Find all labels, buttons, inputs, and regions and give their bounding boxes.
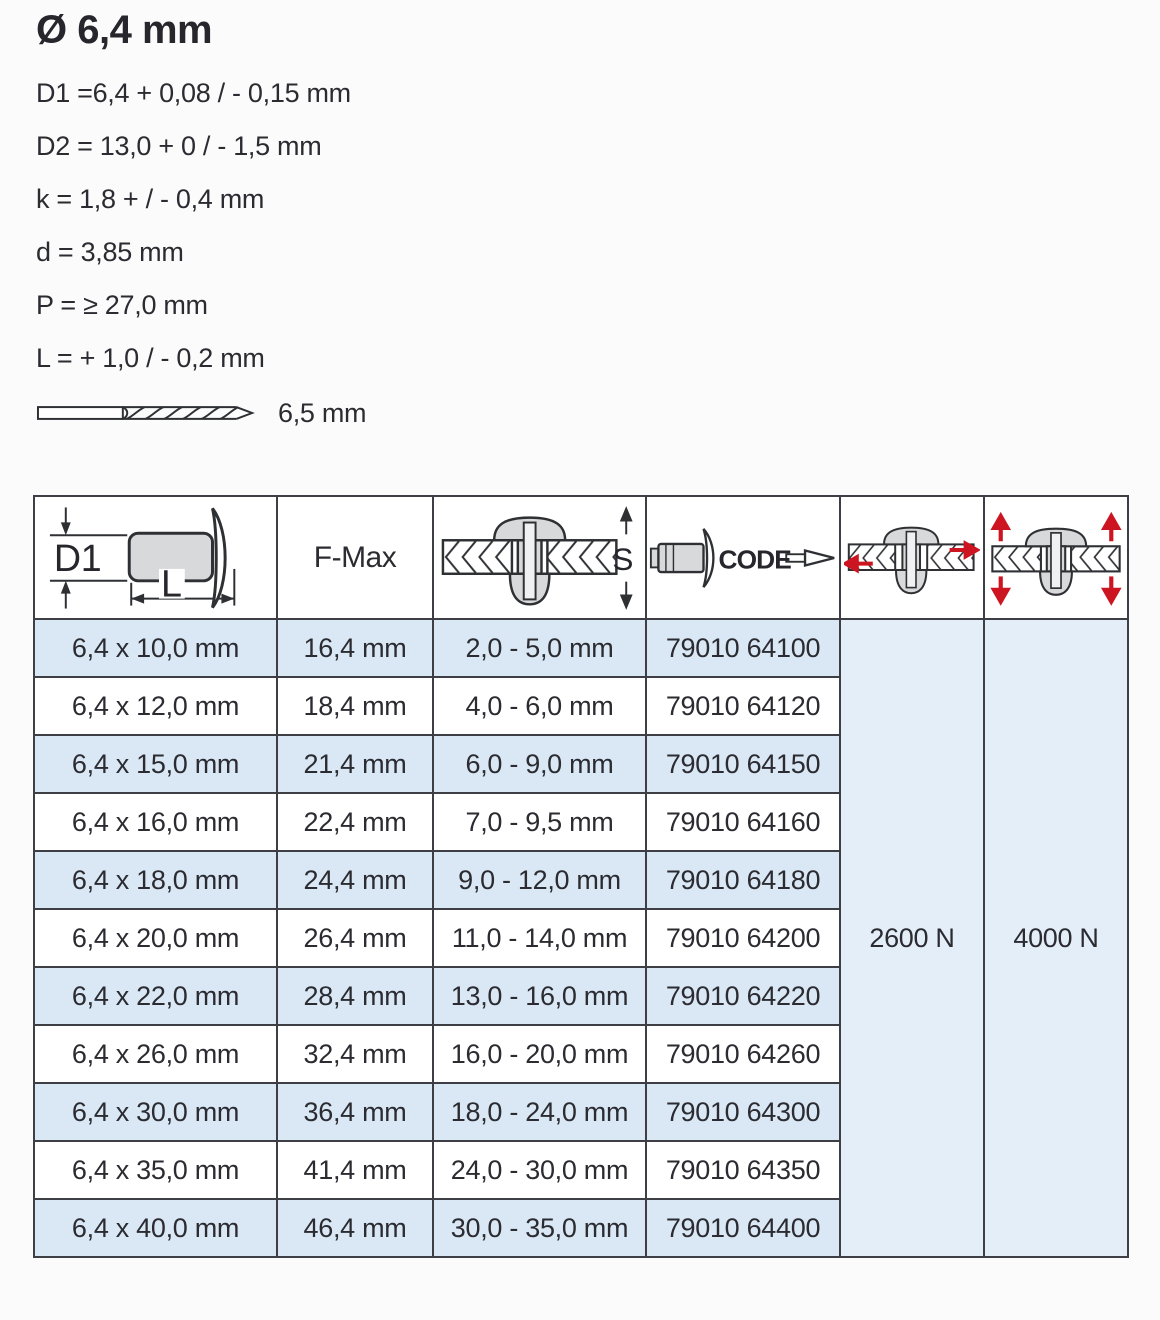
tensile-value-cell: 4000 N — [983, 618, 1129, 1258]
grip-range-icon: S — [436, 502, 643, 614]
dim-d1-label: D1 — [53, 536, 101, 578]
dimension-cell: 6,4 x 40,0 mm — [33, 1198, 278, 1258]
table-row: 6,4 x 10,0 mm 16,4 mm 2,0 - 5,0 mm 79010… — [33, 618, 1129, 1258]
tensile-strength-icon — [987, 502, 1125, 614]
page-title: Ø 6,4 mm — [36, 8, 213, 52]
dimension-cell: 6,4 x 26,0 mm — [33, 1024, 278, 1084]
code-cell: 79010 64120 — [645, 676, 841, 736]
code-cell: 79010 64100 — [645, 618, 841, 678]
drill-size-label: 6,5 mm — [278, 397, 367, 428]
rivet-dimensions-icon: D1 L — [37, 503, 274, 613]
grip-s-label: S — [612, 540, 633, 576]
spec-line-l: L = + 1,0 / - 0,2 mm — [36, 343, 265, 373]
fmax-cell: 41,4 mm — [276, 1140, 434, 1200]
table-row: 6,4 x 20,0 mm 26,4 mm 11,0 - 14,0 mm 790… — [33, 908, 1128, 968]
spec-line-k: k = 1,8 + / - 0,4 mm — [36, 184, 265, 214]
header-fmax: F-Max — [276, 495, 434, 620]
rivet-mandrel-icon: CODE — [649, 524, 837, 592]
code-cell: 79010 64260 — [645, 1024, 841, 1084]
table-header-row: D1 L F-Max — [33, 495, 1129, 620]
spec-header-section: Ø 6,4 mm D1 =6,4 + 0,08 / - 0,15 mm D2 =… — [0, 0, 1160, 431]
spec-list: D1 =6,4 + 0,08 / - 0,15 mm D2 = 13,0 + 0… — [36, 67, 1160, 385]
rivet-spec-table: D1 L F-Max — [33, 495, 1129, 1258]
grip-range-cell: 2,0 - 5,0 mm — [432, 618, 647, 678]
spec-line-d1: D1 =6,4 + 0,08 / - 0,15 mm — [36, 78, 351, 108]
dim-l-label: L — [160, 562, 181, 604]
fmax-label: F-Max — [313, 540, 397, 574]
fmax-cell: 18,4 mm — [276, 676, 434, 736]
fmax-cell: 16,4 mm — [276, 618, 434, 678]
grip-range-cell: 11,0 - 14,0 mm — [432, 908, 647, 968]
fmax-cell: 26,4 mm — [276, 908, 434, 968]
table-row: 6,4 x 16,0 mm 22,4 mm 7,0 - 9,5 mm 79010… — [33, 792, 1128, 852]
table-row: 6,4 x 40,0 mm 46,4 mm 30,0 - 35,0 mm 790… — [33, 1198, 1128, 1258]
dimension-cell: 6,4 x 18,0 mm — [33, 850, 278, 910]
header-code: CODE — [645, 495, 841, 620]
fmax-cell: 36,4 mm — [276, 1082, 434, 1142]
table-row: 6,4 x 26,0 mm 32,4 mm 16,0 - 20,0 mm 790… — [33, 1024, 1128, 1084]
table-row: 6,4 x 18,0 mm 24,4 mm 9,0 - 12,0 mm 7901… — [33, 850, 1128, 910]
code-cell: 79010 64160 — [645, 792, 841, 852]
grip-range-cell: 13,0 - 16,0 mm — [432, 966, 647, 1026]
fmax-cell: 28,4 mm — [276, 966, 434, 1026]
table-row: 6,4 x 22,0 mm 28,4 mm 13,0 - 16,0 mm 790… — [33, 966, 1128, 1026]
dimension-cell: 6,4 x 12,0 mm — [33, 676, 278, 736]
dimension-cell: 6,4 x 10,0 mm — [33, 618, 278, 678]
table-row: 6,4 x 35,0 mm 41,4 mm 24,0 - 30,0 mm 790… — [33, 1140, 1128, 1200]
fmax-cell: 24,4 mm — [276, 850, 434, 910]
drill-bit-icon — [36, 396, 258, 430]
spec-line-d: d = 3,85 mm — [36, 237, 184, 267]
grip-range-cell: 4,0 - 6,0 mm — [432, 676, 647, 736]
dimension-cell: 6,4 x 22,0 mm — [33, 966, 278, 1026]
code-cell: 79010 64180 — [645, 850, 841, 910]
code-cell: 79010 64220 — [645, 966, 841, 1026]
code-cell: 79010 64150 — [645, 734, 841, 794]
code-label: CODE — [719, 544, 792, 574]
header-dimensions: D1 L — [33, 495, 278, 620]
table-row: 6,4 x 15,0 mm 21,4 mm 6,0 - 9,0 mm 79010… — [33, 734, 1128, 794]
header-tensile-strength — [983, 495, 1129, 620]
fmax-cell: 46,4 mm — [276, 1198, 434, 1258]
spec-line-p: P = ≥ 27,0 mm — [36, 290, 208, 320]
dimension-cell: 6,4 x 20,0 mm — [33, 908, 278, 968]
grip-range-cell: 18,0 - 24,0 mm — [432, 1082, 647, 1142]
fmax-cell: 22,4 mm — [276, 792, 434, 852]
dimension-cell: 6,4 x 16,0 mm — [33, 792, 278, 852]
dimension-cell: 6,4 x 35,0 mm — [33, 1140, 278, 1200]
header-shear-strength — [839, 495, 985, 620]
grip-range-cell: 24,0 - 30,0 mm — [432, 1140, 647, 1200]
dimension-cell: 6,4 x 15,0 mm — [33, 734, 278, 794]
code-cell: 79010 64400 — [645, 1198, 841, 1258]
code-cell: 79010 64300 — [645, 1082, 841, 1142]
table-row: 6,4 x 12,0 mm 18,4 mm 4,0 - 6,0 mm 79010… — [33, 676, 1128, 736]
grip-range-cell: 9,0 - 12,0 mm — [432, 850, 647, 910]
dimension-cell: 6,4 x 30,0 mm — [33, 1082, 278, 1142]
grip-range-cell: 16,0 - 20,0 mm — [432, 1024, 647, 1084]
spec-line-d2: D2 = 13,0 + 0 / - 1,5 mm — [36, 131, 322, 161]
header-grip-range: S — [432, 495, 647, 620]
code-cell: 79010 64200 — [645, 908, 841, 968]
code-cell: 79010 64350 — [645, 1140, 841, 1200]
shear-value-cell: 2600 N — [839, 618, 985, 1258]
drill-size-row: 6,5 mm — [36, 395, 1160, 431]
grip-range-cell: 6,0 - 9,0 mm — [432, 734, 647, 794]
grip-range-cell: 7,0 - 9,5 mm — [432, 792, 647, 852]
fmax-cell: 21,4 mm — [276, 734, 434, 794]
table-row: 6,4 x 30,0 mm 36,4 mm 18,0 - 24,0 mm 790… — [33, 1082, 1128, 1142]
grip-range-cell: 30,0 - 35,0 mm — [432, 1198, 647, 1258]
shear-strength-icon — [843, 506, 981, 610]
fmax-cell: 32,4 mm — [276, 1024, 434, 1084]
